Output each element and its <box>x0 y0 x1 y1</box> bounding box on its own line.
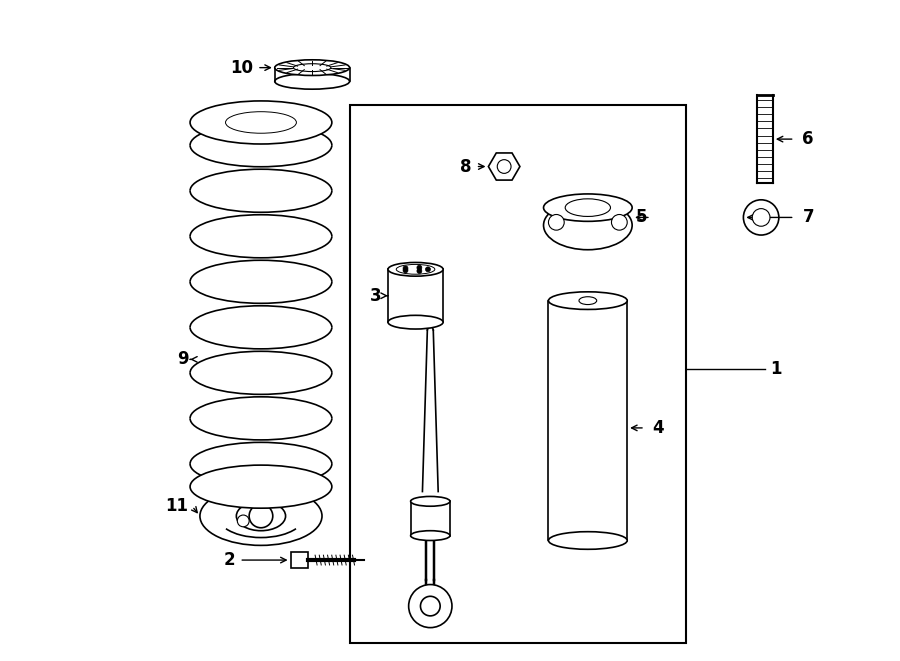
Text: 5: 5 <box>635 208 647 227</box>
Text: 10: 10 <box>230 59 253 77</box>
Circle shape <box>417 268 422 274</box>
Ellipse shape <box>388 262 443 276</box>
Text: 4: 4 <box>652 419 663 437</box>
Ellipse shape <box>237 501 285 531</box>
Ellipse shape <box>200 486 322 545</box>
Ellipse shape <box>544 201 632 250</box>
Circle shape <box>249 504 273 527</box>
Ellipse shape <box>544 194 632 221</box>
Ellipse shape <box>579 297 597 305</box>
Text: 1: 1 <box>770 360 781 378</box>
Circle shape <box>417 265 422 270</box>
Ellipse shape <box>274 59 349 75</box>
Circle shape <box>403 268 408 273</box>
Circle shape <box>752 209 770 226</box>
Circle shape <box>420 596 440 616</box>
Circle shape <box>611 214 627 230</box>
Circle shape <box>238 515 249 527</box>
Ellipse shape <box>190 465 332 508</box>
Circle shape <box>548 214 564 230</box>
Text: 9: 9 <box>177 350 189 368</box>
Circle shape <box>498 160 511 173</box>
Bar <box>349 105 687 643</box>
Ellipse shape <box>548 292 627 309</box>
Text: 11: 11 <box>165 497 188 515</box>
Circle shape <box>743 200 778 235</box>
Circle shape <box>409 584 452 628</box>
Text: 8: 8 <box>460 157 472 176</box>
Ellipse shape <box>190 101 332 144</box>
Ellipse shape <box>410 531 450 541</box>
Circle shape <box>426 267 430 272</box>
Ellipse shape <box>388 315 443 329</box>
Text: 2: 2 <box>224 551 236 569</box>
Circle shape <box>403 266 408 271</box>
Text: 7: 7 <box>803 208 815 227</box>
Text: 3: 3 <box>370 287 381 305</box>
Bar <box>291 552 308 568</box>
Ellipse shape <box>548 531 627 549</box>
Ellipse shape <box>410 496 450 506</box>
Text: 6: 6 <box>803 130 814 148</box>
